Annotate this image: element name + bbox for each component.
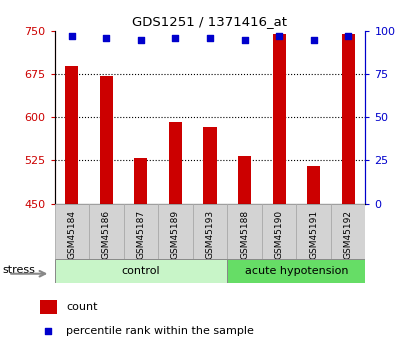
Bar: [203, 127, 217, 345]
Text: GSM45191: GSM45191: [309, 210, 318, 259]
Point: [345, 33, 352, 39]
Text: stress: stress: [3, 265, 36, 275]
Point: [103, 35, 110, 41]
Point: [310, 37, 317, 42]
Bar: [40, 300, 57, 314]
Title: GDS1251 / 1371416_at: GDS1251 / 1371416_at: [132, 16, 288, 29]
Text: GSM45186: GSM45186: [102, 210, 111, 259]
Text: count: count: [66, 302, 98, 312]
Text: control: control: [122, 266, 160, 276]
Bar: [134, 158, 147, 345]
Bar: [65, 66, 79, 345]
Text: GSM45189: GSM45189: [171, 210, 180, 259]
Bar: [238, 156, 251, 345]
Point: [276, 33, 282, 39]
Bar: [341, 34, 355, 345]
Text: acute hypotension: acute hypotension: [244, 266, 348, 276]
Bar: [123, 204, 158, 259]
Bar: [227, 259, 365, 283]
Point: [172, 35, 179, 41]
Bar: [331, 204, 365, 259]
Bar: [193, 204, 227, 259]
Point: [45, 328, 52, 334]
Bar: [169, 122, 182, 345]
Text: GSM45184: GSM45184: [67, 210, 76, 259]
Text: GSM45187: GSM45187: [136, 210, 145, 259]
Text: GSM45190: GSM45190: [275, 210, 284, 259]
Text: GSM45193: GSM45193: [205, 210, 215, 259]
Bar: [307, 166, 320, 345]
Bar: [262, 204, 297, 259]
Bar: [158, 204, 193, 259]
Text: percentile rank within the sample: percentile rank within the sample: [66, 326, 254, 336]
Text: GSM45192: GSM45192: [344, 210, 353, 259]
Bar: [55, 204, 89, 259]
Point: [68, 33, 75, 39]
Bar: [297, 204, 331, 259]
Bar: [55, 259, 227, 283]
Bar: [227, 204, 262, 259]
Point: [241, 37, 248, 42]
Point: [207, 35, 213, 41]
Bar: [273, 34, 286, 345]
Bar: [100, 76, 113, 345]
Text: GSM45188: GSM45188: [240, 210, 249, 259]
Bar: [89, 204, 123, 259]
Point: [138, 37, 144, 42]
